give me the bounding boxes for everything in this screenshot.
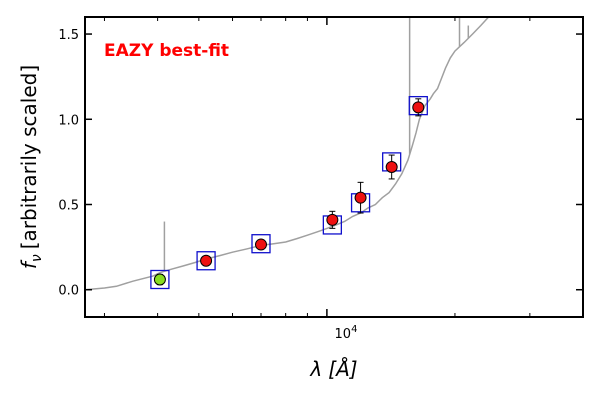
- y-tick-label: 1.0: [58, 113, 79, 128]
- y-axis-text: [arbitrarily scaled]: [17, 65, 41, 249]
- plot-frame: [84, 16, 584, 318]
- y-axis-symbol: f: [17, 259, 41, 269]
- ticks-layer: 0.0 0.5 1.0 1.5: [58, 17, 583, 317]
- x-axis-label: λ [Å]: [309, 357, 357, 381]
- x-tick-exp: 4: [351, 324, 357, 335]
- observed-point: [254, 238, 267, 251]
- y-tick-label: 0.5: [58, 199, 79, 214]
- y-tick-label: 0.0: [58, 284, 79, 299]
- model-point-square: [196, 251, 216, 271]
- y-axis-label: fν [arbitrarily scaled]: [17, 65, 45, 269]
- annotation-label: EAZY best-fit: [104, 41, 229, 61]
- observed-point: [412, 101, 425, 114]
- points-layer: [150, 95, 428, 290]
- observed-point: [326, 213, 339, 226]
- y-axis-subscript: ν: [29, 254, 45, 262]
- observed-point: [385, 161, 398, 173]
- observed-point: [200, 254, 213, 267]
- y-tick-label: 1.5: [58, 28, 79, 43]
- x-tick-label-major: 104: [335, 324, 358, 342]
- observed-point: [354, 191, 367, 204]
- model-point-square: [150, 269, 170, 290]
- model-point-square: [251, 234, 271, 254]
- x-axis-unit: [Å]: [328, 357, 357, 381]
- x-axis-symbol: λ: [309, 357, 322, 381]
- x-tick-base: 10: [335, 327, 352, 342]
- observed-point: [153, 273, 166, 286]
